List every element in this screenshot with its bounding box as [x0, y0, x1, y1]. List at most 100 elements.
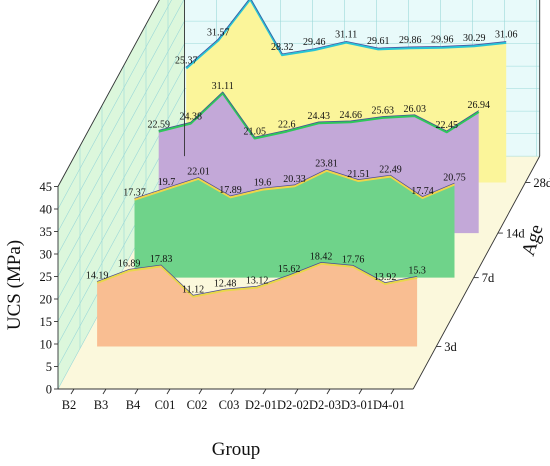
x-tick	[198, 388, 203, 395]
x-tick-label: C02	[187, 398, 208, 412]
y-tick-label: 40	[40, 203, 53, 217]
z-tick-label: 14d	[506, 227, 526, 241]
data-label: 15.3	[408, 266, 426, 277]
data-label: 24.43	[307, 111, 330, 122]
data-label: 19.7	[158, 177, 176, 188]
data-label: 26.03	[403, 104, 426, 115]
data-label: 29.96	[431, 35, 454, 46]
area-line-edge	[96, 262, 418, 296]
x-tick-label: D4-01	[373, 398, 405, 412]
area-line	[134, 169, 455, 201]
area-fill	[97, 263, 418, 347]
data-label: 11.12	[182, 284, 204, 295]
y-tick-label: 45	[40, 180, 53, 194]
x-tick-label: C03	[219, 398, 240, 412]
gridline-side	[57, 65, 185, 300]
x-tick	[134, 388, 139, 395]
series-14d: 17.37 19.7 22.01 17.89 19.6 20.33 23.81 21.51 22…	[123, 158, 466, 278]
data-label: 26.94	[467, 100, 490, 111]
x-tick	[358, 388, 363, 395]
data-label: 21.05	[243, 126, 266, 137]
data-label: 20.75	[443, 172, 466, 183]
y-tick-label: 35	[40, 225, 53, 239]
z-tick-label: 7d	[482, 271, 495, 285]
data-label: 14.19	[86, 271, 109, 282]
data-label: 31.11	[335, 29, 357, 40]
data-label: 29.46	[303, 37, 326, 48]
data-label: 22.59	[147, 119, 170, 130]
area-line-edge	[185, 0, 507, 68]
data-label: 18.42	[310, 252, 333, 263]
area-fill	[134, 170, 455, 278]
data-label: 24.38	[179, 111, 202, 122]
data-label: 22.49	[379, 164, 402, 175]
gridline-side	[57, 0, 185, 232]
area-line	[185, 0, 507, 70]
gridline-side	[57, 20, 185, 255]
data-label: 29.61	[367, 36, 390, 47]
chart-series: 25.3731.5740.7528.3229.4631.1129.6129.86…	[86, 0, 518, 347]
top-left-edge	[57, 0, 160, 187]
data-label: 17.76	[342, 255, 365, 266]
data-label: 15.62	[278, 264, 301, 275]
x-tick-label: B2	[62, 398, 77, 412]
x-tick-label: D3-01	[341, 398, 373, 412]
x-tick	[102, 388, 107, 395]
data-label: 22.6	[278, 119, 296, 130]
x-tick	[70, 388, 75, 395]
x-tick-label: D2-03	[309, 398, 341, 412]
y-axis-title: UCS (MPa)	[4, 240, 25, 330]
data-label: 12.48	[214, 278, 237, 289]
x-tick	[262, 388, 267, 395]
data-label: 13.12	[246, 275, 269, 286]
gridline-side	[57, 0, 172, 210]
z-tick-label: 3d	[444, 340, 457, 354]
data-label: 30.29	[463, 33, 486, 44]
x-tick-label: C01	[155, 398, 176, 412]
data-label: 22.01	[187, 167, 210, 178]
y-tick-label: 20	[40, 293, 53, 307]
data-label: 17.74	[411, 186, 434, 197]
area-line	[96, 262, 418, 298]
side-wall	[58, 0, 185, 389]
y-tick-label: 15	[40, 315, 53, 329]
chart-axes	[57, 0, 541, 390]
data-label: 22.45	[435, 120, 458, 131]
x-tick	[166, 388, 171, 395]
gridline-side	[57, 43, 185, 277]
data-label: 17.37	[123, 187, 146, 198]
data-label: 19.6	[254, 177, 272, 188]
y-tick-label: 0	[46, 383, 52, 397]
data-label: 31.06	[495, 30, 518, 41]
data-label: 21.51	[347, 169, 370, 180]
data-label: 20.33	[283, 174, 306, 185]
data-label: 31.57	[207, 27, 230, 38]
data-label: 17.83	[150, 254, 173, 265]
x-tick-label: B3	[94, 398, 109, 412]
data-label: 16.89	[118, 258, 141, 269]
x-tick-label: D2-01	[245, 398, 277, 412]
data-label: 13.92	[374, 272, 397, 283]
y-tick-label: 30	[40, 248, 53, 262]
y-tick-label: 10	[40, 338, 53, 352]
x-tick-label: D2-02	[277, 398, 309, 412]
x-tick	[390, 388, 395, 395]
y-tick-label: 5	[46, 360, 52, 374]
data-label: 25.63	[371, 106, 394, 117]
x-axis-title: Group	[212, 439, 261, 460]
x-tick	[294, 388, 299, 395]
x-tick-label: B4	[126, 398, 141, 412]
data-label: 28.32	[271, 42, 294, 53]
data-label: 25.37	[175, 55, 198, 66]
data-label: 29.86	[399, 35, 422, 46]
data-label: 24.66	[339, 110, 362, 121]
data-label: 31.11	[212, 81, 234, 92]
z-axis-line	[412, 155, 541, 390]
series-3d: 14.19 16.89 17.83 11.12 12.48 13.12 15.62 18.42…	[86, 252, 426, 347]
area-line-edge	[158, 91, 479, 138]
data-label: 23.81	[315, 158, 338, 169]
x-tick	[230, 388, 235, 395]
gridline-side	[57, 88, 185, 322]
y-tick-label: 25	[40, 270, 53, 284]
